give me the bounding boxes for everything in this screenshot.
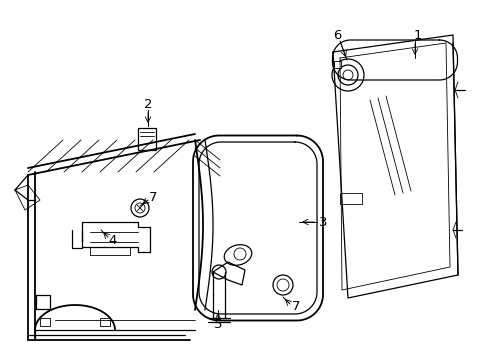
Text: 1: 1 bbox=[413, 28, 421, 41]
Text: 7: 7 bbox=[148, 190, 157, 203]
Text: 7: 7 bbox=[291, 301, 300, 314]
Circle shape bbox=[337, 65, 357, 85]
Circle shape bbox=[276, 279, 288, 291]
Ellipse shape bbox=[224, 245, 251, 265]
Circle shape bbox=[331, 59, 363, 91]
Bar bbox=[339, 193, 361, 204]
Text: 6: 6 bbox=[332, 28, 341, 41]
Bar bbox=[40, 318, 50, 326]
Circle shape bbox=[131, 199, 149, 217]
Circle shape bbox=[272, 275, 292, 295]
Bar bbox=[36, 295, 50, 309]
Text: 4: 4 bbox=[109, 234, 117, 247]
Circle shape bbox=[212, 265, 225, 279]
Circle shape bbox=[342, 70, 352, 80]
Circle shape bbox=[234, 248, 245, 260]
Bar bbox=[333, 61, 340, 68]
Text: 2: 2 bbox=[143, 98, 152, 111]
Text: 3: 3 bbox=[318, 216, 326, 229]
Text: 5: 5 bbox=[213, 318, 222, 330]
Bar bbox=[138, 128, 156, 150]
Bar bbox=[100, 318, 110, 326]
Circle shape bbox=[135, 203, 145, 213]
